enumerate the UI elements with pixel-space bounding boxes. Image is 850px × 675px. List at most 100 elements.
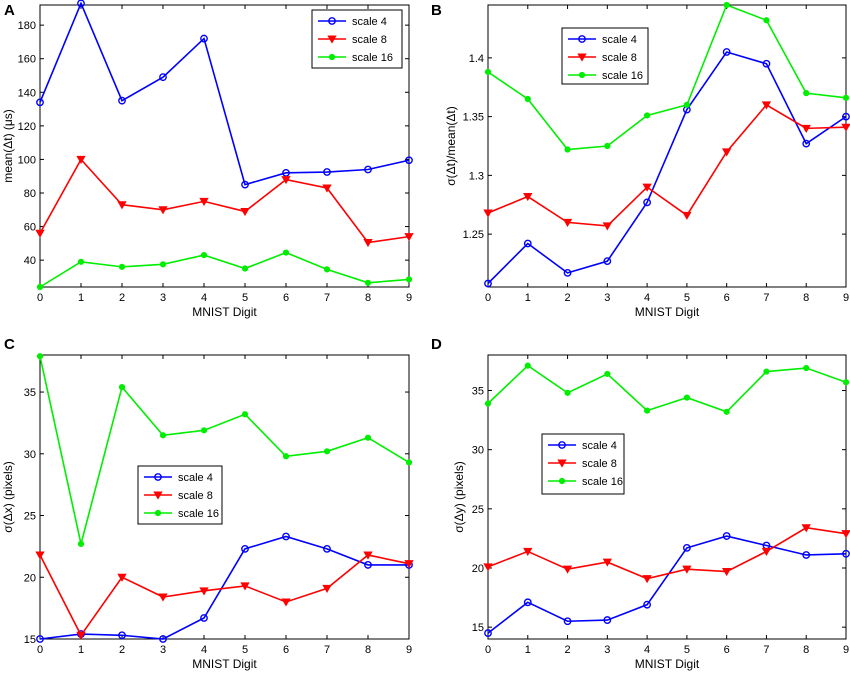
data-point-scale-8	[801, 124, 811, 133]
series-line-scale-16	[487, 364, 847, 413]
x-tick-label: 3	[160, 644, 166, 656]
data-point-scale-16	[524, 95, 531, 103]
legend-marker-scale-8	[327, 35, 337, 44]
x-tick-label: 2	[119, 644, 125, 656]
legend-label-scale-16: scale 16	[602, 70, 643, 82]
data-point-scale-8	[35, 551, 45, 560]
data-point-scale-8	[281, 598, 291, 607]
data-point-scale-8	[240, 582, 250, 591]
series-line-scale-16	[39, 251, 410, 288]
data-point-scale-16	[118, 384, 126, 391]
data-point-scale-16	[118, 263, 126, 270]
x-tick-label: 1	[525, 292, 531, 304]
y-tick-label: 40	[24, 255, 36, 267]
data-point-scale-4	[643, 198, 652, 207]
data-point-scale-8	[363, 551, 373, 560]
data-point-scale-4	[241, 180, 249, 189]
data-point-scale-16	[364, 279, 372, 286]
x-tick-label: 1	[78, 292, 84, 304]
y-tick-label: 160	[18, 54, 36, 66]
legend-marker-scale-16	[558, 477, 566, 485]
data-point-scale-4	[200, 34, 208, 43]
legend-label-scale-16: scale 16	[352, 52, 393, 64]
x-tick-label: 7	[324, 644, 330, 656]
series-line-scale-4	[487, 51, 847, 285]
data-point-scale-8	[199, 197, 209, 206]
data-point-scale-4	[523, 598, 532, 607]
data-point-scale-8	[240, 207, 250, 217]
x-tick-label: 3	[604, 644, 610, 656]
series-line-scale-8	[39, 158, 410, 244]
x-tick-label: 8	[803, 292, 809, 304]
data-point-scale-8	[722, 568, 732, 577]
data-point-scale-4	[842, 112, 850, 121]
data-point-scale-8	[841, 530, 850, 539]
data-point-scale-16	[200, 252, 208, 259]
y-tick-label: 25	[24, 511, 36, 523]
data-point-scale-16	[77, 258, 85, 265]
data-point-scale-8	[483, 209, 493, 218]
x-tick-label: 4	[201, 644, 207, 656]
data-point-scale-8	[483, 563, 493, 572]
data-point-scale-16	[159, 432, 167, 439]
panel-b: B 0 1 2 3 4 5 6 7 8 9 1.25 1.3 1.35 1.4 MNIST Digit σ(Δt…	[431, 1, 850, 319]
data-point-scale-4	[682, 543, 691, 552]
data-point-scale-16	[323, 448, 331, 455]
data-point-scale-16	[842, 94, 850, 101]
data-point-scale-16	[763, 17, 770, 24]
data-point-scale-16	[323, 266, 331, 273]
panel-d: D 0 1 2 3 4 5 6 7 8 9 15 20 25 30 35 MNIST Digit σ(Δy) (p…	[431, 336, 850, 671]
data-point-scale-4	[364, 165, 372, 174]
y-tick-label: 1.4	[469, 53, 484, 65]
data-point-scale-16	[644, 407, 651, 414]
data-point-scale-8	[363, 239, 373, 248]
data-point-scale-4	[842, 549, 850, 558]
series-line-scale-16	[487, 3, 847, 151]
data-point-scale-4	[722, 48, 731, 56]
data-point-scale-8	[602, 222, 612, 231]
data-point-scale-4	[323, 544, 331, 553]
x-tick-label: 3	[160, 292, 166, 304]
x-tick-label: 7	[763, 644, 769, 656]
panel-letter-a: A	[4, 2, 15, 19]
data-point-scale-4	[36, 635, 44, 643]
data-point-scale-4	[802, 139, 811, 148]
data-point-scale-4	[603, 616, 612, 624]
data-point-scale-4	[563, 268, 572, 277]
legend-label-scale-16: scale 16	[178, 508, 219, 520]
legend-b: scale 4 scale 8 scale 16	[561, 27, 649, 85]
data-point-scale-16	[604, 142, 611, 150]
y-tick-label: 30	[24, 449, 36, 461]
x-tick-label: 5	[242, 644, 248, 656]
data-point-scale-4	[523, 239, 532, 248]
data-point-scale-8	[117, 573, 127, 582]
y-axis-label-d: σ(Δy) (pixels)	[452, 461, 466, 532]
x-tick-label: 7	[763, 292, 769, 304]
y-tick-label: 180	[18, 20, 36, 32]
data-point-scale-4	[77, 0, 85, 8]
panel-letter-c: C	[4, 336, 15, 353]
x-tick-label: 1	[78, 644, 84, 656]
data-point-scale-4	[603, 257, 612, 266]
x-axis-label-b: MNIST Digit	[635, 305, 700, 319]
x-tick-label: 2	[564, 292, 570, 304]
data-point-scale-8	[404, 560, 414, 569]
data-point-scale-16	[282, 249, 290, 256]
data-point-scale-16	[604, 370, 611, 378]
x-tick-label: 6	[283, 644, 289, 656]
legend-label-scale-4: scale 4	[178, 472, 213, 484]
data-point-scale-4	[118, 631, 126, 640]
data-point-scale-8	[642, 575, 652, 584]
x-tick-label: 4	[644, 644, 650, 656]
x-tick-label: 0	[37, 644, 43, 656]
y-tick-label: 20	[24, 572, 36, 584]
x-axis-label-d: MNIST Digit	[635, 657, 700, 671]
x-tick-label: 2	[119, 292, 125, 304]
legend-marker-scale-8	[153, 491, 163, 500]
data-point-scale-16	[763, 368, 770, 375]
y-tick-label: 1.35	[463, 112, 484, 124]
panel-letter-d: D	[431, 336, 442, 353]
y-axis-label-c: σ(Δx) (pixels)	[1, 461, 15, 532]
data-point-scale-16	[241, 411, 249, 418]
data-point-scale-4	[484, 629, 492, 637]
